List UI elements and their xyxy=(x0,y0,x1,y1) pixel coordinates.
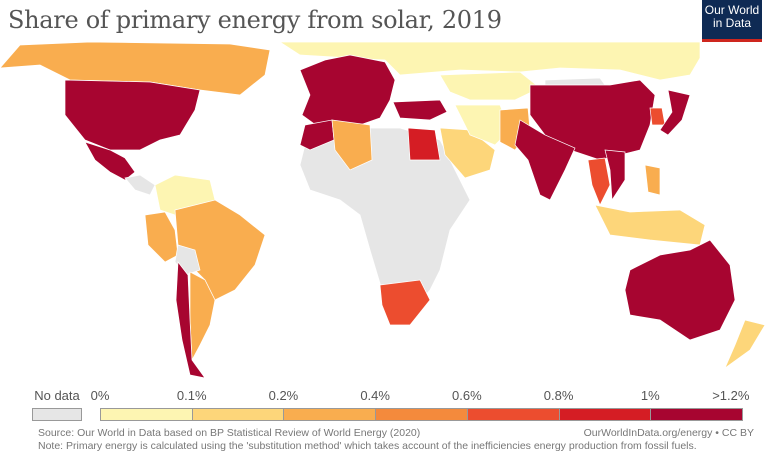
legend-swatch[interactable] xyxy=(650,408,743,421)
legend-swatch[interactable] xyxy=(558,408,652,421)
country-indonesia[interactable] xyxy=(594,204,706,246)
legend-no-data-label: No data xyxy=(34,388,80,403)
country-china[interactable] xyxy=(529,79,656,161)
legend-tick-label: 0.6% xyxy=(452,388,482,403)
country-thailand[interactable] xyxy=(587,157,611,206)
country-algeria[interactable] xyxy=(331,119,373,171)
legend-tick-label: 0.8% xyxy=(543,388,574,403)
legend-tick-label: 0% xyxy=(90,388,110,403)
source-link[interactable]: OurWorldInData.org/energy • CC BY xyxy=(583,427,754,439)
legend-tick-label: 1% xyxy=(640,388,660,403)
country-europe[interactable] xyxy=(299,54,396,129)
owid-logo[interactable]: Our World in Data xyxy=(702,0,762,42)
chart-title: Share of primary energy from solar, 2019 xyxy=(8,6,502,34)
country-turkey[interactable] xyxy=(392,99,448,121)
country-india[interactable] xyxy=(514,119,576,201)
legend-swatch[interactable] xyxy=(283,408,377,421)
legend-swatch[interactable] xyxy=(100,408,193,421)
source-text: Source: Our World in Data based on BP St… xyxy=(38,427,421,439)
country-morocco[interactable] xyxy=(299,119,335,151)
legend-tick-label: >1.2% xyxy=(712,388,750,403)
country-peru[interactable] xyxy=(144,211,179,263)
country-central-america[interactable] xyxy=(124,174,156,196)
logo-line-1: Our World xyxy=(704,3,760,17)
country-usa[interactable] xyxy=(64,79,201,151)
country-canada[interactable] xyxy=(0,41,271,96)
country-kazakhstan[interactable] xyxy=(439,71,541,101)
country-egypt[interactable] xyxy=(407,127,441,161)
country-russia[interactable] xyxy=(278,41,701,81)
legend-swatch[interactable] xyxy=(466,408,560,421)
country-new-zealand[interactable] xyxy=(724,319,766,370)
legend: No data 0% 0.1% 0.2% 0.4% 0.6% 0.8% 1% >1.2% xyxy=(0,388,768,424)
country-philippines[interactable] xyxy=(644,164,661,196)
legend-swatch[interactable] xyxy=(191,408,285,421)
country-australia[interactable] xyxy=(624,239,736,341)
country-japan[interactable] xyxy=(659,89,691,136)
logo-line-2: in Data xyxy=(712,16,752,30)
country-vietnam[interactable] xyxy=(604,149,626,202)
legend-swatch[interactable] xyxy=(375,408,468,421)
world-map[interactable] xyxy=(0,40,768,385)
country-chile[interactable] xyxy=(175,261,206,379)
note-text: Note: Primary energy is calculated using… xyxy=(38,440,697,452)
country-mexico[interactable] xyxy=(84,141,136,181)
country-korea[interactable] xyxy=(649,107,666,126)
country-south-africa[interactable] xyxy=(379,279,431,326)
legend-tick-label: 0.1% xyxy=(176,388,207,403)
legend-no-data-swatch[interactable] xyxy=(32,408,82,421)
legend-tick-label: 0.4% xyxy=(360,388,390,403)
legend-tick-label: 0.2% xyxy=(268,388,299,403)
